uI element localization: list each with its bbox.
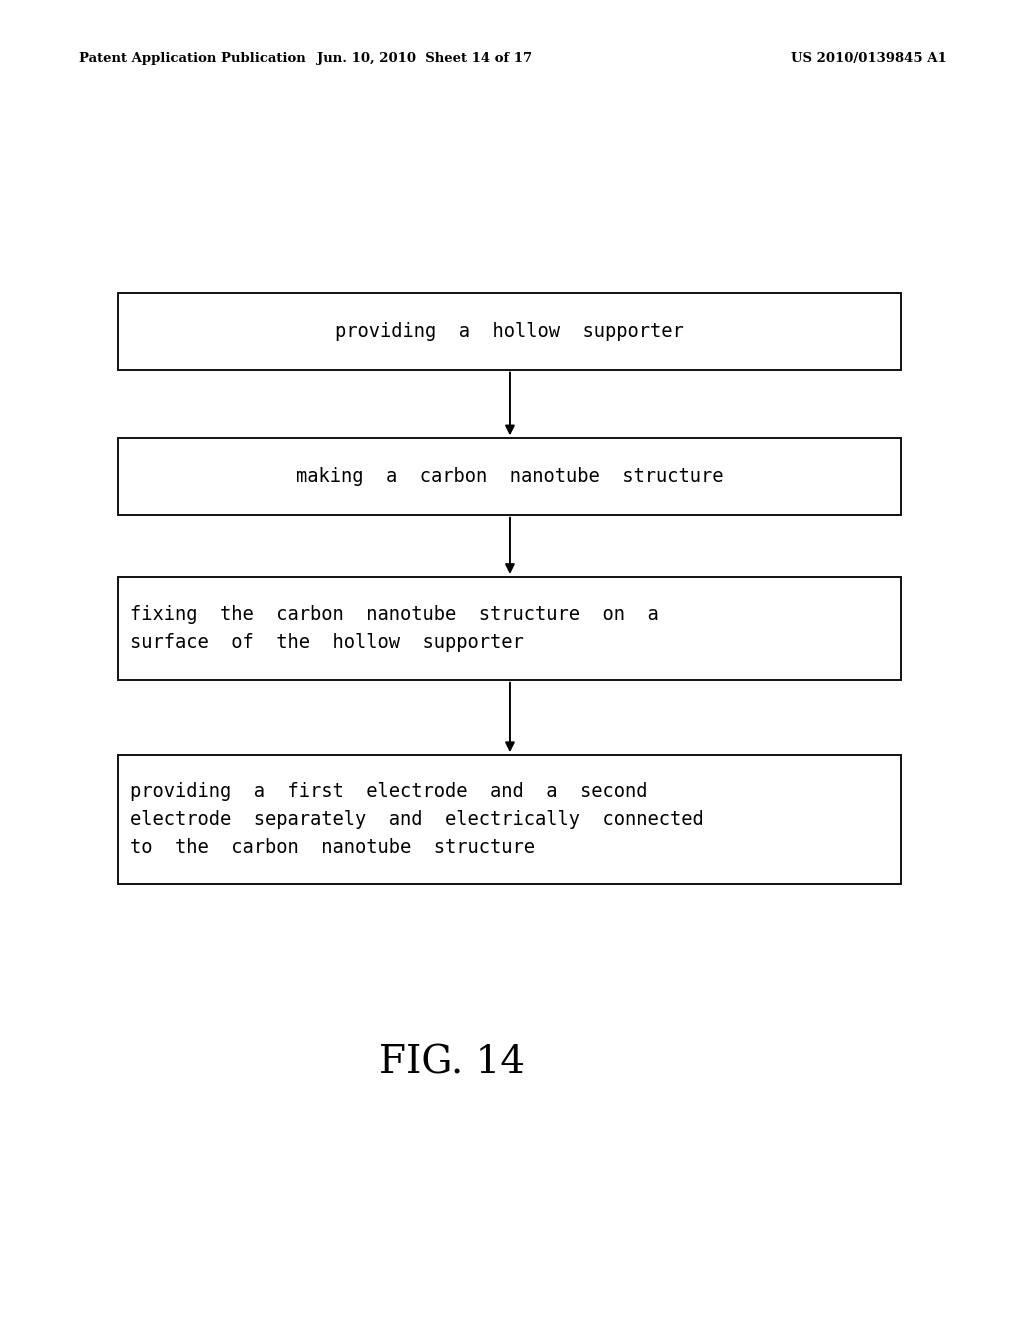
Bar <box>118 438 901 515</box>
Text: providing  a  hollow  supporter: providing a hollow supporter <box>335 322 684 341</box>
Text: making  a  carbon  nanotube  structure: making a carbon nanotube structure <box>296 467 723 486</box>
Bar <box>118 293 901 370</box>
Text: FIG. 14: FIG. 14 <box>379 1044 525 1081</box>
Text: Jun. 10, 2010  Sheet 14 of 17: Jun. 10, 2010 Sheet 14 of 17 <box>317 51 532 65</box>
Text: Patent Application Publication: Patent Application Publication <box>79 51 305 65</box>
Text: fixing  the  carbon  nanotube  structure  on  a
surface  of  the  hollow  suppor: fixing the carbon nanotube structure on … <box>130 605 658 652</box>
Text: US 2010/0139845 A1: US 2010/0139845 A1 <box>792 51 947 65</box>
Bar <box>118 577 901 680</box>
Bar <box>118 755 901 884</box>
Text: providing  a  first  electrode  and  a  second
electrode  separately  and  elect: providing a first electrode and a second… <box>130 783 703 857</box>
